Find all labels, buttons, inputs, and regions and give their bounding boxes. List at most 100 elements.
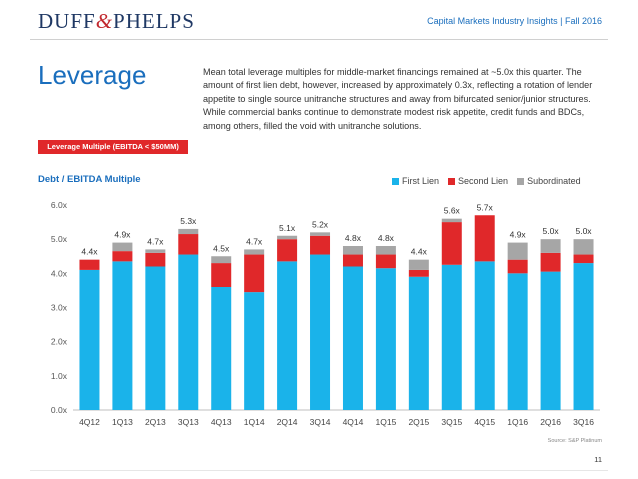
bar-first-lien bbox=[145, 266, 166, 410]
bar-first-lien bbox=[474, 261, 495, 410]
x-tick-label: 4Q15 bbox=[474, 417, 495, 427]
legend-swatch-first-lien bbox=[392, 177, 399, 185]
bar-first-lien bbox=[244, 292, 265, 410]
data-label: 5.0x bbox=[543, 226, 560, 236]
bar-subordinated bbox=[342, 246, 363, 255]
bar-second-lien bbox=[145, 252, 166, 267]
legend-label-second-lien: Second Lien bbox=[458, 176, 509, 186]
y-tick-label: 5.0x bbox=[51, 234, 68, 244]
y-tick-label: 6.0x bbox=[51, 200, 68, 210]
bar-second-lien bbox=[277, 239, 298, 262]
header-note: Capital Markets Industry Insights | Fall… bbox=[427, 16, 602, 26]
description-text: Mean total leverage multiples for middle… bbox=[203, 67, 593, 131]
source-note: Source: S&P Platinum bbox=[547, 438, 602, 444]
data-label: 4.8x bbox=[345, 233, 362, 243]
data-label: 5.7x bbox=[477, 202, 494, 212]
bar-first-lien bbox=[112, 261, 133, 410]
chart-title: Debt / EBITDA Multiple bbox=[38, 174, 141, 185]
bar-subordinated bbox=[408, 259, 429, 270]
data-label: 4.8x bbox=[378, 233, 395, 243]
bar-first-lien bbox=[408, 276, 429, 410]
footer-divider bbox=[30, 470, 608, 471]
x-tick-label: 3Q16 bbox=[573, 417, 594, 427]
x-tick-label: 2Q16 bbox=[540, 417, 561, 427]
data-label: 4.4x bbox=[81, 247, 98, 257]
legend-item-first-lien: First Lien bbox=[392, 176, 439, 186]
bar-subordinated bbox=[540, 239, 561, 253]
x-tick-label: 2Q15 bbox=[408, 417, 429, 427]
bar-subordinated bbox=[277, 235, 298, 240]
company-logo: DUFF&PHELPS bbox=[38, 9, 195, 33]
x-tick-label: 1Q16 bbox=[507, 417, 528, 427]
data-label: 4.9x bbox=[114, 230, 131, 240]
bar-second-lien bbox=[211, 263, 232, 287]
x-tick-label: 2Q14 bbox=[277, 417, 298, 427]
header-divider bbox=[30, 39, 608, 40]
legend-label-first-lien: First Lien bbox=[402, 176, 440, 186]
bar-subordinated bbox=[244, 249, 265, 255]
legend-item-subordinated: Subordinated bbox=[517, 176, 581, 186]
x-tick-label: 4Q14 bbox=[343, 417, 364, 427]
bar-first-lien bbox=[507, 273, 528, 410]
bar-second-lien bbox=[408, 269, 429, 277]
page-number: 11 bbox=[594, 455, 602, 464]
bar-second-lien bbox=[178, 234, 199, 255]
section-badge: Leverage Multiple (EBITDA < $50MM) bbox=[38, 140, 188, 154]
bar-second-lien bbox=[507, 259, 528, 274]
data-label: 5.0x bbox=[575, 226, 592, 236]
x-tick-label: 3Q15 bbox=[441, 417, 462, 427]
bar-subordinated bbox=[112, 242, 133, 252]
x-tick-label: 3Q14 bbox=[310, 417, 331, 427]
data-label: 4.4x bbox=[411, 247, 428, 257]
bar-subordinated bbox=[211, 256, 232, 264]
data-label: 4.7x bbox=[246, 236, 263, 246]
y-tick-label: 4.0x bbox=[51, 268, 68, 278]
bar-second-lien bbox=[79, 259, 100, 270]
bar-second-lien bbox=[573, 254, 594, 264]
bar-second-lien bbox=[540, 252, 561, 272]
bar-first-lien bbox=[573, 263, 594, 410]
legend-label-subordinated: Subordinated bbox=[527, 176, 581, 186]
bar-subordinated bbox=[310, 232, 331, 236]
bar-second-lien bbox=[441, 222, 462, 265]
bar-second-lien bbox=[474, 215, 495, 262]
y-tick-label: 1.0x bbox=[51, 371, 68, 381]
bar-second-lien bbox=[342, 254, 363, 267]
data-label: 5.3x bbox=[180, 216, 197, 226]
page-title: Leverage bbox=[38, 60, 147, 90]
bar-first-lien bbox=[375, 268, 396, 410]
legend-swatch-subordinated bbox=[517, 177, 525, 185]
x-tick-label: 2Q13 bbox=[145, 417, 166, 427]
data-label: 5.6x bbox=[444, 206, 461, 216]
legend-item-second-lien: Second Lien bbox=[448, 176, 508, 186]
x-tick-label: 4Q13 bbox=[211, 417, 232, 427]
x-tick-label: 1Q13 bbox=[112, 417, 133, 427]
bar-second-lien bbox=[310, 235, 331, 255]
data-label: 4.9x bbox=[510, 230, 527, 240]
bar-subordinated bbox=[441, 218, 462, 223]
x-tick-label: 4Q12 bbox=[79, 417, 100, 427]
y-tick-label: 3.0x bbox=[51, 303, 68, 313]
x-tick-label: 3Q13 bbox=[178, 417, 199, 427]
x-tick-label: 1Q14 bbox=[244, 417, 265, 427]
bar-first-lien bbox=[178, 254, 199, 410]
bar-subordinated bbox=[573, 239, 594, 255]
data-label: 5.2x bbox=[312, 219, 329, 229]
bar-first-lien bbox=[441, 264, 462, 410]
bar-first-lien bbox=[79, 269, 100, 410]
bar-subordinated bbox=[178, 228, 199, 235]
bar-second-lien bbox=[244, 254, 265, 293]
bar-subordinated bbox=[375, 246, 396, 255]
y-tick-label: 2.0x bbox=[51, 337, 68, 347]
x-tick-label: 1Q15 bbox=[376, 417, 397, 427]
bar-first-lien bbox=[342, 266, 363, 410]
data-label: 4.7x bbox=[147, 236, 164, 246]
bar-first-lien bbox=[211, 287, 232, 410]
bar-subordinated bbox=[507, 242, 528, 260]
bar-second-lien bbox=[112, 251, 133, 262]
bar-first-lien bbox=[310, 254, 331, 410]
bar-first-lien bbox=[277, 261, 298, 410]
bar-first-lien bbox=[540, 271, 561, 410]
chart-legend: First Lien Second Lien Subordinated bbox=[392, 176, 581, 186]
